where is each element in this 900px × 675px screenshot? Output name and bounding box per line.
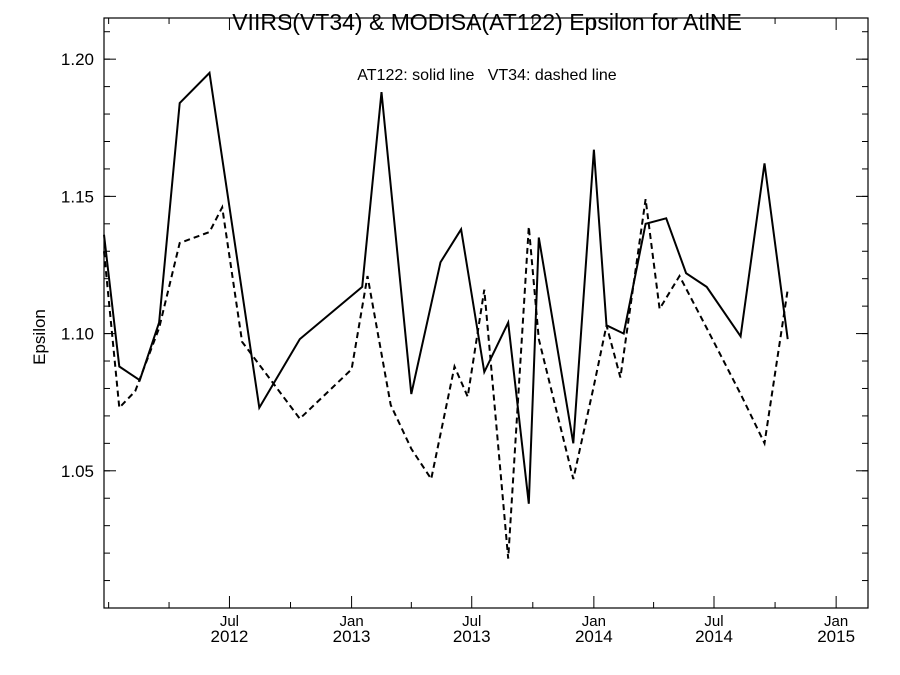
- y-tick-label: 1.10: [61, 325, 94, 344]
- x-tick-year-label: 2014: [575, 627, 613, 646]
- x-tick-year-label: 2015: [817, 627, 855, 646]
- x-tick-month-label: Jan: [824, 613, 848, 630]
- plot-area: 1.051.101.151.20 Jul2012Jan2013Jul2013Ja…: [61, 17, 869, 646]
- chart-annotation: AT122: solid line VT34: dashed line: [357, 67, 617, 84]
- x-tick-month-label: Jan: [339, 613, 363, 630]
- y-tick-label: 1.05: [61, 462, 94, 481]
- x-tick-month-label: Jul: [220, 613, 239, 630]
- series-line-at122: [103, 70, 789, 504]
- y-axis-label: Epsilon: [30, 309, 49, 365]
- y-tick-label: 1.15: [61, 187, 94, 206]
- y-ticks: 1.05 1.10 1.15 1.20: [61, 31, 868, 582]
- plot-frame: [103, 17, 869, 609]
- x-tick-month-label: Jan: [582, 613, 606, 630]
- series-layer: [103, 70, 789, 559]
- x-ticks: Jul2012Jan2013Jul2013Jan2014Jul2014Jan20…: [108, 18, 855, 646]
- x-tick-year-label: 2012: [211, 627, 249, 646]
- x-tick-month-label: Jul: [704, 613, 723, 630]
- x-tick-year-label: 2013: [333, 627, 371, 646]
- x-tick-year-label: 2014: [695, 627, 733, 646]
- x-tick-year-label: 2013: [453, 627, 491, 646]
- chart-title: VIIRS(VT34) & MODISA(AT122) Epsilon for …: [232, 9, 742, 35]
- y-tick-label: 1.20: [61, 50, 94, 69]
- x-tick-month-label: Jul: [462, 613, 481, 630]
